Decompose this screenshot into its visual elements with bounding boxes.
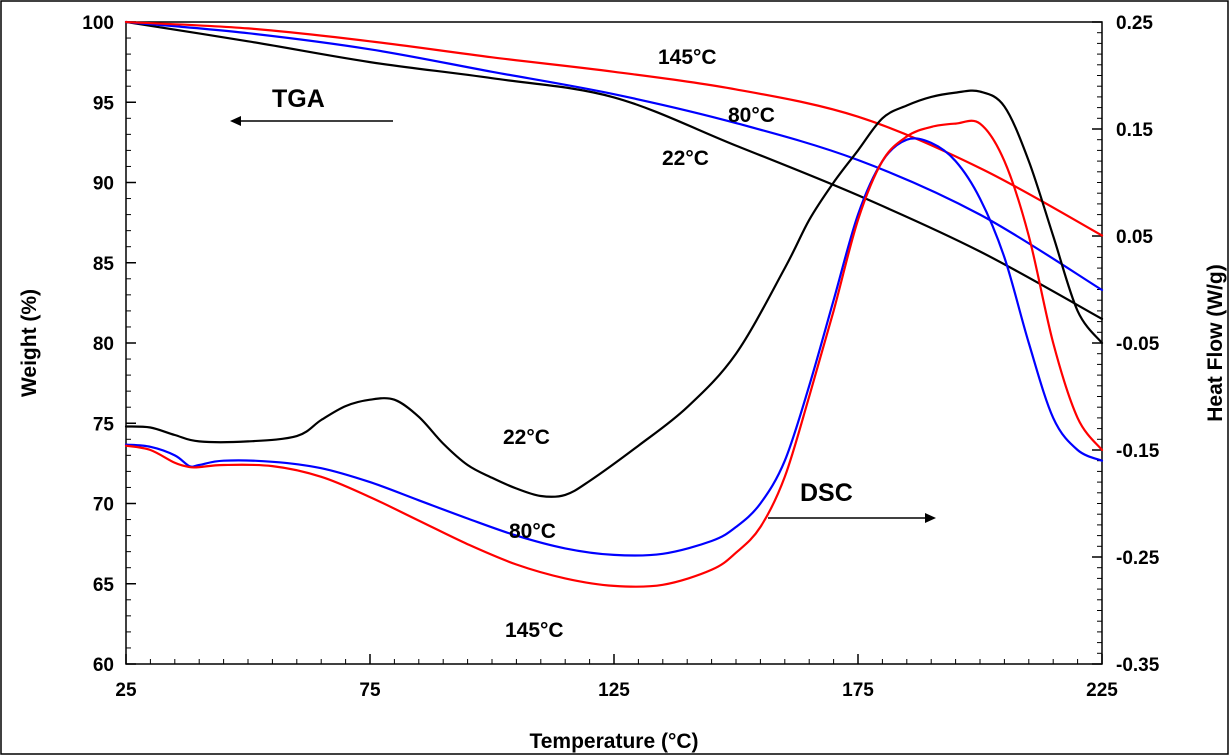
dsc-arrow-head xyxy=(925,513,936,523)
y-left-tick-label: 70 xyxy=(93,495,114,516)
y-left-tick-label: 65 xyxy=(93,575,115,596)
y-right-tick-label: 0.05 xyxy=(1116,227,1153,248)
y-left-tick-label: 100 xyxy=(82,13,114,34)
axis-ticks xyxy=(125,21,1103,665)
y-left-tick-label: 60 xyxy=(93,655,114,676)
tga-22-label: 22°C xyxy=(662,147,709,170)
series-layer xyxy=(124,20,1104,588)
x-tick-label: 75 xyxy=(359,680,381,701)
y-right-tick-label: -0.35 xyxy=(1116,655,1160,676)
y-right-tick-label: -0.05 xyxy=(1116,334,1160,355)
dsc-80-label: 80°C xyxy=(509,520,556,543)
x-tick-label: 175 xyxy=(842,680,874,701)
dsc-22-label: 22°C xyxy=(503,426,550,449)
y-right-tick-label: -0.15 xyxy=(1116,441,1160,462)
tick-labels: 25 75 125 175 225 60 65 70 75 80 85 90 95 100 -0.35 -0.… xyxy=(82,13,1159,701)
tga-145-label: 145°C xyxy=(658,46,717,69)
x-tick-label: 125 xyxy=(598,680,630,701)
tga-80-label: 80°C xyxy=(728,104,775,127)
y-left-tick-label: 80 xyxy=(93,334,114,355)
dsc-145-label: 145°C xyxy=(505,619,564,642)
y-right-tick-label: 0.15 xyxy=(1116,120,1153,141)
dsc-80-c-series-line xyxy=(124,137,1104,557)
x-tick-label: 225 xyxy=(1086,680,1118,701)
y-axis-left-title: Weight (%) xyxy=(18,289,41,397)
y-left-tick-label: 90 xyxy=(93,174,114,195)
x-axis-title: Temperature (°C) xyxy=(529,730,698,753)
tga-80-c-series-line xyxy=(124,20,1104,292)
dsc-label: DSC xyxy=(800,479,853,507)
x-tick-label: 25 xyxy=(115,680,137,701)
y-right-tick-label: -0.25 xyxy=(1116,548,1160,569)
y-right-tick-label: 0.25 xyxy=(1116,13,1153,34)
tga-label: TGA xyxy=(272,85,325,113)
y-axis-right-title: Heat Flow (W/g) xyxy=(1204,264,1227,421)
y-left-tick-label: 85 xyxy=(93,254,115,275)
plot-area xyxy=(125,21,1103,665)
dsc-145-c-series-line xyxy=(124,119,1104,588)
tga-arrow-head xyxy=(230,116,241,126)
dsc-22-c-series-line xyxy=(124,89,1104,498)
tga-22-c-series-line xyxy=(124,20,1104,320)
y-left-tick-label: 75 xyxy=(93,414,115,435)
y-left-tick-label: 95 xyxy=(93,93,115,114)
